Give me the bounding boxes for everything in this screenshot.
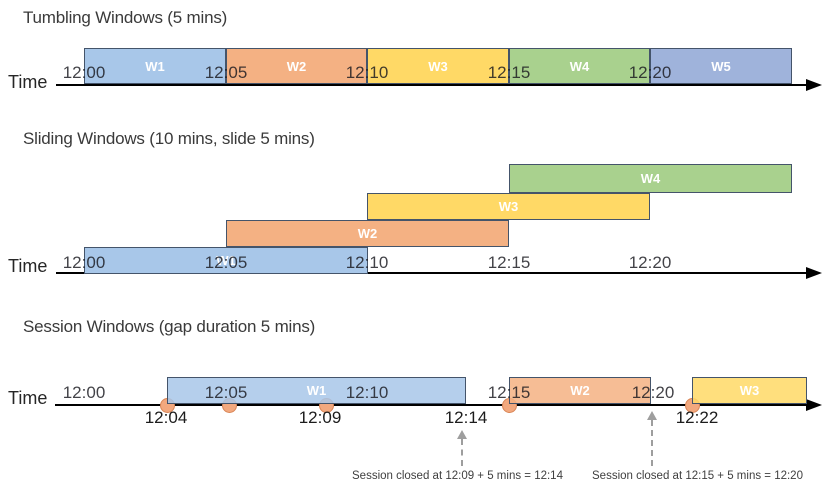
session-time-axis — [55, 404, 806, 406]
window-bar-w3: W3 — [367, 193, 650, 220]
axis-tick-label: 12:15 — [487, 253, 531, 272]
sliding-time-axis — [56, 272, 806, 274]
window-bar-w1: W1 — [84, 247, 368, 274]
sliding-title: Sliding Windows (10 mins, slide 5 mins) — [23, 129, 315, 148]
window-label-w1: W1 — [216, 253, 236, 268]
sliding-time-label: Time — [8, 256, 48, 276]
axis-tick-label: 12:20 — [628, 63, 672, 82]
event-time-label: 12:22 — [675, 408, 719, 427]
axis-tick-label: 12:05 — [204, 253, 248, 272]
event-time-label: 12:14 — [444, 408, 488, 427]
window-bar-w3: W3 — [692, 377, 807, 404]
sliding-axis-arrowhead-icon — [806, 267, 822, 279]
window-bar-w2: W2 — [226, 48, 367, 84]
axis-tick-label: 12:00 — [62, 253, 106, 272]
annotation-arrow-up-icon — [457, 430, 467, 439]
tumbling-title: Tumbling Windows (5 mins) — [23, 8, 228, 27]
window-label-w5: W5 — [711, 58, 731, 74]
window-label-w2: W2 — [357, 226, 378, 241]
annotation-arrow-dashed-line — [461, 439, 463, 466]
session-closed-annotation-1: Session closed at 12:09 + 5 mins = 12:14 — [352, 470, 563, 482]
tumbling-axis-arrowhead-icon — [806, 79, 822, 91]
window-label-w1: W1 — [306, 383, 327, 398]
axis-tick-label: 12:00 — [62, 383, 106, 402]
window-bar-w2: W2 — [226, 220, 509, 247]
window-bar-w4: W4 — [509, 164, 792, 193]
axis-tick-label: 12:00 — [62, 63, 106, 82]
window-label-w4: W4 — [569, 58, 590, 74]
window-label-w3: W3 — [739, 383, 760, 398]
session-title: Session Windows (gap duration 5 mins) — [23, 317, 316, 336]
annotation-arrow-up-icon — [647, 411, 657, 420]
window-bar-w1: W1 — [167, 377, 466, 404]
window-label-w2: W2 — [286, 58, 307, 74]
annotation-arrow-dashed-line — [651, 420, 653, 466]
window-bar-w1: W1 — [84, 48, 226, 84]
session-axis-arrowhead-icon — [806, 399, 822, 411]
axis-tick-label: 12:10 — [345, 63, 389, 82]
axis-tick-label: 12:15 — [487, 63, 531, 82]
tumbling-time-axis — [56, 84, 806, 86]
window-bar-w3: W3 — [367, 48, 509, 84]
window-label-w2: W2 — [570, 383, 590, 398]
event-time-label: 12:04 — [144, 408, 188, 427]
window-label-w3: W3 — [498, 199, 519, 214]
window-bar-w5: W5 — [650, 48, 792, 84]
event-time-label: 12:09 — [298, 408, 342, 427]
window-label-w3: W3 — [428, 58, 448, 74]
axis-tick-label: 12:05 — [204, 63, 248, 82]
axis-tick-label: 12:05 — [204, 383, 248, 402]
axis-tick-label: 12:20 — [631, 383, 675, 402]
axis-tick-label: 12:20 — [628, 253, 672, 272]
window-label-w4: W4 — [640, 171, 661, 186]
session-closed-annotation-2: Session closed at 12:15 + 5 mins = 12:20 — [592, 470, 803, 482]
tumbling-time-label: Time — [8, 72, 48, 92]
axis-tick-label: 12:15 — [487, 383, 531, 402]
axis-tick-label: 12:10 — [345, 383, 389, 402]
window-bar-w2: W2 — [509, 377, 651, 404]
window-bar-w4: W4 — [509, 48, 650, 84]
axis-tick-label: 12:10 — [345, 253, 389, 272]
session-time-label: Time — [8, 388, 48, 408]
window-label-w1: W1 — [145, 58, 165, 74]
